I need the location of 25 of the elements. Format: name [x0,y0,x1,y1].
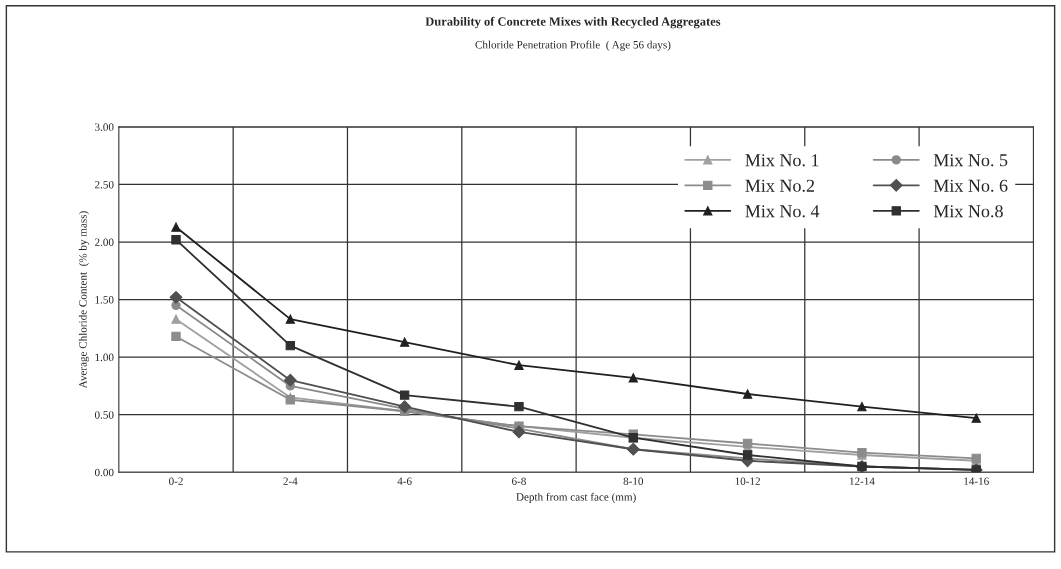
x-tick-label: 6-8 [512,477,526,485]
y-tick-label: 1.00 [95,353,114,362]
x-tick-label: 12-14 [849,477,875,485]
legend-label: Mix No. 1 [745,154,819,167]
x-tick-label: 4-6 [397,477,412,485]
x-tick-label: 8-10 [623,477,644,485]
x-tick-label: 10-12 [735,477,760,485]
y-tick-label: 0.50 [94,411,114,419]
chart-title: Durability of Concrete Mixes with Recycled Aggregates [425,16,721,29]
y-tick-label: 1.50 [95,296,114,304]
y-axis-title: Average Chloride Content (% by mass) [78,211,89,389]
y-tick-label: 2.00 [95,238,114,247]
legend-label: Mix No. 5 [933,154,1008,167]
y-tick-label: 3.00 [95,123,114,131]
x-tick-label: 0-2 [169,477,183,485]
x-axis-title: Depth from cast face (mm) [516,492,636,503]
y-tick-label: 2.50 [95,180,114,189]
x-tick-label: 14-16 [964,477,989,485]
legend-label: Mix No. 4 [745,205,820,218]
legend-label: Mix No. 6 [933,179,1008,192]
legend-label: Mix No.8 [933,205,1003,218]
chart-subtitle: Chloride Penetration Profile ( Age 56 days) [475,40,671,51]
x-tick-label: 2-4 [283,477,298,485]
legend-label: Mix No.2 [745,179,815,192]
y-tick-label: 0.00 [94,468,114,477]
